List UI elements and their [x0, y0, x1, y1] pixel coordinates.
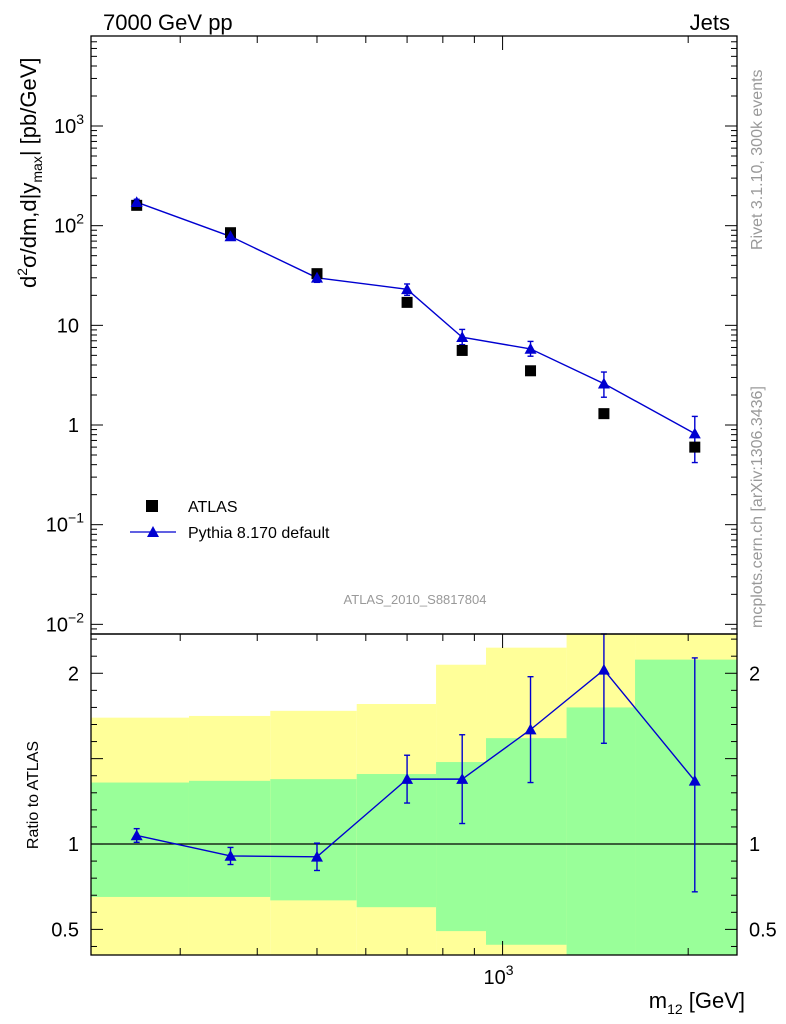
rivet-label: Rivet 3.1.10, 300k events [749, 69, 766, 250]
ratio-mc-point-4 [456, 773, 469, 784]
analysis-id: ATLAS_2010_S8817804 [344, 592, 487, 607]
main-frame [90, 35, 738, 635]
legend-atlas-marker [146, 500, 158, 512]
main-ytick-label-1: 10−1 [46, 510, 84, 537]
mc-point-2 [310, 271, 323, 283]
xtick-label-0: 103 [484, 962, 514, 989]
main-ytick-label-5: 103 [54, 111, 84, 138]
header-right: Jets [690, 10, 730, 35]
ratio-mc-point-0 [130, 829, 143, 841]
ratio-bands [91, 634, 737, 955]
atlas-point-3 [401, 296, 413, 308]
ratio-ytick-label-2: 2 [68, 663, 79, 685]
legend: ATLAS Pythia 8.170 default [130, 499, 330, 542]
atlas-point-5 [525, 365, 537, 377]
mcplots-label: mcplots.cern.ch [arXiv:1306.3436] [749, 386, 766, 628]
mc-point-3 [401, 283, 414, 295]
atlas-point-7 [689, 441, 701, 453]
band-inner-3 [356, 774, 437, 908]
mc-point-1 [224, 230, 237, 242]
atlas-point-6 [598, 408, 610, 420]
mc-point-4 [456, 331, 469, 343]
band-inner-5 [486, 738, 567, 945]
ratio-mc-point-5 [524, 723, 537, 735]
mc-point-0 [130, 196, 143, 208]
band-inner-7 [635, 659, 737, 955]
ratio-mc-line [136, 668, 696, 858]
header-left: 7000 GeV pp [103, 10, 233, 35]
mc-point-7 [688, 427, 701, 439]
ratio-frame [90, 633, 738, 956]
axes: 10−2 10−1 1 10 102 103 0.5 0.5 1 1 2 2 103 [46, 35, 777, 989]
ratio-ytick-label-right-2: 2 [749, 663, 760, 685]
band-inner-4 [436, 762, 487, 932]
ratio-content [91, 633, 737, 893]
main-ytick-label-3: 10 [57, 315, 79, 337]
ratio-mc-point-1 [224, 849, 237, 861]
xlabel: m12 [GeV] [649, 988, 745, 1017]
mc-line [136, 201, 696, 435]
ratio-mc-point-7 [688, 774, 701, 786]
atlas-point-4 [456, 344, 468, 356]
main-ytick-label-0: 10−2 [46, 609, 84, 636]
ratio-ytick-label-0: 0.5 [51, 919, 79, 941]
ratio-ylabel: Ratio to ATLAS [25, 741, 42, 849]
ratio-ytick-label-right-1: 1 [749, 834, 760, 856]
legend-atlas-label: ATLAS [188, 499, 238, 516]
ratio-mc-point-6 [597, 663, 610, 675]
main-ytick-label-2: 1 [68, 415, 79, 437]
main-content [130, 196, 701, 464]
legend-mc-label: Pythia 8.170 default [188, 525, 330, 542]
legend-mc-marker [147, 526, 159, 537]
ratio-mc-point-2 [310, 850, 323, 862]
mc-point-6 [597, 377, 610, 389]
band-inner-2 [270, 779, 357, 901]
ratio-ytick-label-1: 1 [68, 834, 79, 856]
main-ytick-label-4: 102 [54, 211, 84, 238]
main-ylabel: d2σ/dm,d|ymax| [pb/GeV] [14, 58, 45, 288]
band-inner-1 [188, 780, 271, 897]
band-inner-6 [566, 707, 636, 955]
ratio-ytick-label-right-0: 0.5 [749, 919, 777, 941]
ratio-mc-point-3 [401, 773, 414, 784]
mc-point-5 [524, 342, 537, 354]
